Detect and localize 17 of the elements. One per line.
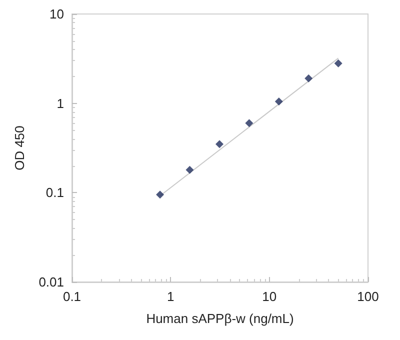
x-tick-label: 10	[262, 289, 277, 304]
x-tick-label: 0.1	[62, 289, 82, 304]
y-axis-title: OD 450	[12, 126, 27, 170]
x-tick-label: 100	[357, 289, 379, 304]
y-tick-label: 0.1	[46, 185, 64, 200]
point	[186, 166, 194, 174]
y-tick-label: 10	[50, 6, 64, 22]
point	[334, 59, 342, 68]
point	[156, 190, 164, 199]
y-tick-label: 1	[56, 96, 64, 111]
point	[274, 97, 283, 106]
point	[245, 119, 254, 128]
x-axis-title: Human sAPPβ-w (ng/mL)	[146, 311, 294, 326]
x-tick-label: 1	[167, 289, 174, 304]
point	[215, 140, 224, 148]
y-tick-label: 0.01	[38, 274, 64, 290]
point	[304, 74, 313, 82]
